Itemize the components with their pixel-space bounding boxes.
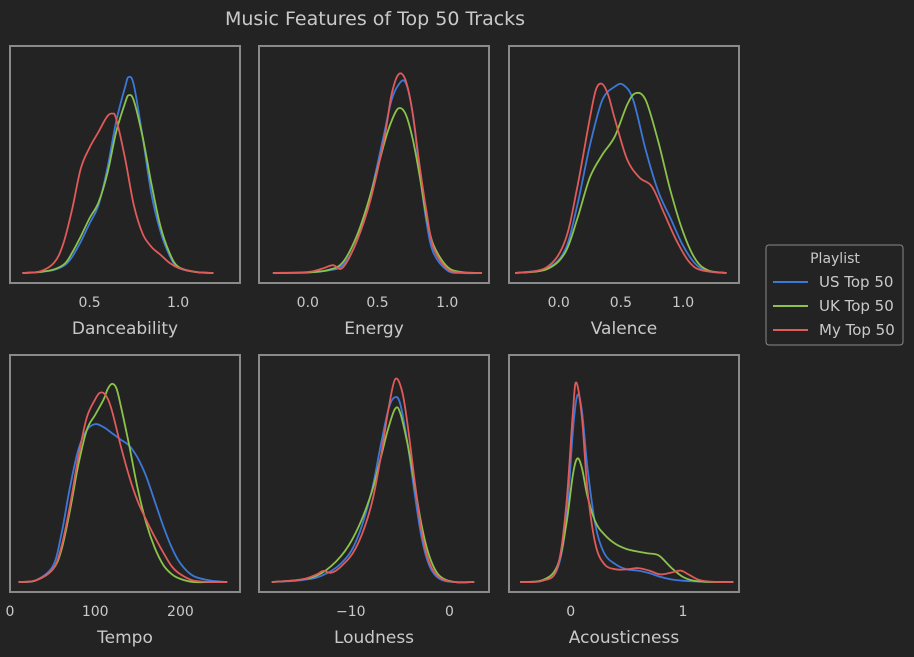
- panel-acousticness: 0 1 Acousticness: [508, 354, 740, 648]
- panel-frame: [9, 354, 241, 593]
- x-tick-label: 0.0: [297, 295, 319, 311]
- panels: 0.5 1.0 Danceability 0.0 0.5 1.0 Energy 0.0 0.5 1…: [6, 45, 740, 648]
- x-tick-label: 1: [678, 604, 687, 620]
- x-axis-label: Acousticness: [569, 628, 680, 648]
- panel-tempo: 0 100 200 Tempo: [6, 354, 241, 648]
- legend-label-my: My Top 50: [819, 321, 895, 339]
- legend-title: Playlist: [810, 251, 860, 267]
- x-tick-label: 0.5: [366, 295, 388, 311]
- x-axis-label: Valence: [591, 319, 658, 339]
- x-tick-label: 0.0: [548, 295, 570, 311]
- x-tick-label: −10: [336, 604, 366, 620]
- panel-frame: [508, 354, 740, 593]
- panel-frame: [258, 354, 490, 593]
- series-line-my-top-50: [272, 72, 483, 274]
- x-tick-label: 1.0: [436, 295, 458, 311]
- x-tick-label: 100: [82, 604, 109, 620]
- series-line-uk-top-50: [520, 457, 734, 583]
- series-line-us-top-50: [515, 82, 727, 274]
- x-axis-label: Energy: [344, 319, 404, 339]
- series-line-uk-top-50: [22, 94, 214, 274]
- panel-frame: [258, 45, 490, 284]
- legend-box: [765, 244, 904, 346]
- x-axis-label: Loudness: [334, 628, 414, 648]
- panel-danceability: 0.5 1.0 Danceability: [9, 45, 241, 339]
- panel-energy: 0.0 0.5 1.0 Energy: [258, 45, 490, 339]
- series-line-us-top-50: [271, 396, 475, 584]
- series-line-my-top-50: [520, 381, 734, 584]
- series-line-us-top-50: [520, 393, 734, 583]
- x-axis-label: Danceability: [72, 319, 178, 339]
- series-line-uk-top-50: [271, 406, 475, 584]
- series-line-us-top-50: [18, 423, 228, 583]
- x-tick-label: 0.5: [610, 295, 632, 311]
- x-tick-label: 0: [566, 604, 575, 620]
- legend: Playlist US Top 50 UK Top 50 My Top 50: [765, 244, 904, 346]
- x-tick-label: 0: [6, 604, 15, 620]
- x-tick-label: 1.0: [167, 295, 189, 311]
- series-line-uk-top-50: [18, 382, 228, 584]
- series-line-uk-top-50: [272, 107, 483, 274]
- series-line-us-top-50: [22, 75, 214, 274]
- legend-label-us: US Top 50: [819, 273, 893, 291]
- panel-valence: 0.0 0.5 1.0 Valence: [508, 45, 740, 339]
- series-line-my-top-50: [22, 112, 214, 274]
- x-tick-label: 1.0: [672, 295, 694, 311]
- chart-title: Music Features of Top 50 Tracks: [225, 8, 525, 30]
- series-line-my-top-50: [18, 391, 228, 584]
- series-line-uk-top-50: [515, 91, 727, 274]
- panel-loudness: −10 0 Loudness: [258, 354, 490, 648]
- x-tick-label: 0: [445, 604, 454, 620]
- series-line-my-top-50: [515, 82, 727, 274]
- series-line-us-top-50: [272, 79, 483, 275]
- x-axis-label: Tempo: [96, 628, 153, 648]
- legend-label-uk: UK Top 50: [819, 297, 894, 315]
- x-tick-label: 0.5: [78, 295, 100, 311]
- panel-frame: [9, 45, 241, 284]
- x-tick-label: 200: [167, 604, 194, 620]
- panel-frame: [508, 45, 740, 284]
- series-line-my-top-50: [271, 377, 475, 584]
